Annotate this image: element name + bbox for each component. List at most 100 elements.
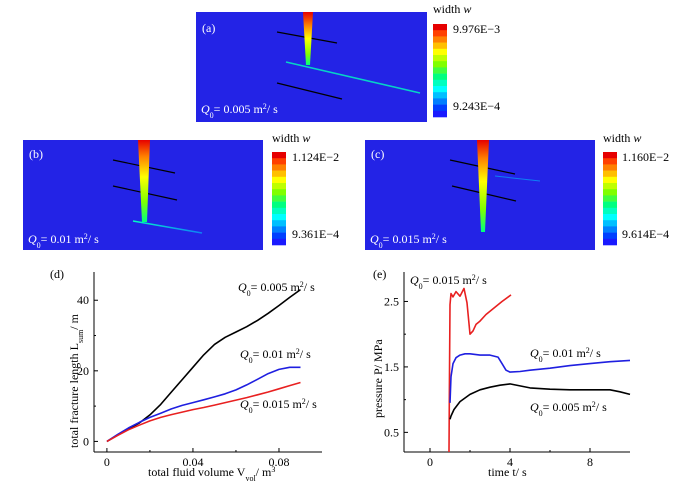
chart-e-y-tick-label: 2.5 bbox=[384, 294, 399, 308]
panel-b-colorbar-min: 9.361E−4 bbox=[292, 227, 339, 241]
panel-a-colorbar-swatch bbox=[433, 86, 447, 93]
panel-b-colorbar-swatch bbox=[272, 152, 286, 159]
panel-a-colorbar-title: width w bbox=[433, 2, 471, 16]
panel-c-colorbar-swatch bbox=[603, 164, 617, 171]
panel-c-colorbar-swatch bbox=[603, 183, 617, 190]
panel-a-colorbar-swatch bbox=[433, 36, 447, 43]
panel-b-colorbar-swatch bbox=[272, 220, 286, 227]
panel-c-colorbar-swatch bbox=[603, 220, 617, 227]
panel-c-colorbar-max: 1.160E−2 bbox=[622, 150, 669, 164]
panel-c-colorbar-swatch bbox=[603, 238, 617, 246]
panel-c-hydraulic-fracture bbox=[477, 140, 489, 232]
chart-d-y-tick-label: 40 bbox=[77, 293, 89, 307]
panel-b-colorbar-max: 1.124E−2 bbox=[292, 150, 339, 164]
panel-a: (a) Q0= 0.005 m2/ s width w 9.976E−3 9.2… bbox=[196, 2, 500, 122]
panel-a-colorbar-swatch bbox=[433, 110, 447, 118]
chart-d-series-label-2: Q0= 0.015 m2/ s bbox=[240, 397, 317, 415]
panel-c-colorbar-title: width w bbox=[603, 131, 641, 145]
chart-e-x-tick-label: 8 bbox=[587, 455, 593, 469]
panel-c-colorbar-min: 9.614E−4 bbox=[622, 227, 669, 241]
panel-c: (c) Q0= 0.015 m2/ s width w 1.160E−2 9.6… bbox=[365, 131, 669, 250]
chart-d: (d) 0 0.04 0.08 0 20 40 total fluid volume Vv… bbox=[50, 267, 322, 483]
panel-b-colorbar-swatch bbox=[272, 170, 286, 178]
chart-e-axes: 0 4 8 0.5 1.5 2.5 bbox=[384, 272, 630, 469]
chart-d-x-tick-label: 0.04 bbox=[182, 455, 203, 469]
panel-b-colorbar-title: width w bbox=[272, 131, 310, 145]
panel-b-hydraulic-fracture bbox=[138, 140, 150, 222]
panel-a-colorbar-swatch bbox=[433, 42, 447, 50]
panel-a-natural-fracture-2 bbox=[285, 61, 421, 94]
chart-d-y-tick-label: 20 bbox=[77, 364, 89, 378]
panel-a-colorbar-swatch bbox=[433, 61, 447, 68]
panel-b-colorbar-swatch bbox=[272, 189, 286, 196]
panel-a-colorbar-swatch bbox=[433, 98, 447, 105]
chart-e-xlabel: time t/ s bbox=[488, 465, 527, 479]
chart-d-x-tick-label: 0.08 bbox=[268, 455, 289, 469]
panel-a-colorbar-min: 9.243E−4 bbox=[453, 99, 500, 113]
chart-e-y-tick-label: 1.5 bbox=[384, 360, 399, 374]
panel-c-label: (c) bbox=[371, 147, 384, 161]
panel-b-colorbar-swatch bbox=[272, 195, 286, 202]
chart-e-series-label-2: Q0= 0.005 m2/ s bbox=[530, 400, 607, 418]
chart-d-series-label-1: Q0= 0.01 m2/ s bbox=[240, 347, 311, 365]
chart-e-y-tick-label: 0.5 bbox=[384, 425, 399, 439]
panel-c-colorbar-swatch bbox=[603, 158, 617, 165]
chart-e-series bbox=[448, 287, 631, 453]
panel-a-label: (a) bbox=[202, 21, 215, 35]
panel-c-colorbar-swatch bbox=[603, 207, 617, 215]
panel-b-colorbar-swatch bbox=[272, 207, 286, 215]
chart-e-series-label-1: Q0= 0.01 m2/ s bbox=[530, 346, 601, 364]
chart-d-axes: 0 0.04 0.08 0 20 40 bbox=[77, 272, 322, 469]
chart-d-y-tick-label: 0 bbox=[83, 434, 89, 448]
panel-a-colorbar-swatch bbox=[433, 55, 447, 62]
panel-c-colorbar bbox=[603, 152, 617, 246]
panel-b-colorbar-swatch bbox=[272, 226, 286, 233]
chart-d-xlabel: total fluid volume Vvol/ m3 bbox=[148, 465, 275, 483]
chart-e-series-line-1 bbox=[449, 353, 631, 403]
panel-b-colorbar-swatch bbox=[272, 183, 286, 190]
panel-c-colorbar-swatch bbox=[603, 176, 617, 184]
chart-e-x-tick-label: 4 bbox=[507, 455, 513, 469]
panel-b-colorbar-swatch bbox=[272, 238, 286, 246]
panel-b-colorbar-swatch bbox=[272, 176, 286, 184]
panel-c-colorbar-swatch bbox=[603, 189, 617, 196]
panel-c-flow-rate: Q0= 0.015 m2/ s bbox=[370, 232, 447, 250]
chart-d-series-line-1 bbox=[106, 366, 301, 443]
panel-a-colorbar-swatch bbox=[433, 104, 447, 112]
panel-a-colorbar-max: 9.976E−3 bbox=[453, 22, 500, 36]
chart-e-panel-label: (e) bbox=[373, 267, 386, 281]
panel-a-colorbar-swatch bbox=[433, 48, 447, 56]
panel-c-colorbar-swatch bbox=[603, 201, 617, 209]
chart-d-series bbox=[106, 288, 301, 443]
panel-c-colorbar-swatch bbox=[603, 170, 617, 178]
panel-a-natural-fracture-3 bbox=[276, 82, 343, 100]
chart-d-panel-label: (d) bbox=[50, 267, 64, 281]
panel-c-colorbar-swatch bbox=[603, 232, 617, 240]
chart-d-ylabel: total fracture length Lsum/ m bbox=[67, 313, 85, 448]
panel-c-colorbar-swatch bbox=[603, 195, 617, 202]
panel-a-colorbar-swatch bbox=[433, 92, 447, 99]
panel-a-colorbar-swatch bbox=[433, 79, 447, 87]
panel-b-colorbar-swatch bbox=[272, 164, 286, 171]
panel-b-flow-rate: Q0= 0.01 m2/ s bbox=[28, 232, 99, 250]
panel-b-label: (b) bbox=[29, 147, 43, 161]
panel-c-colorbar-swatch bbox=[603, 226, 617, 233]
panel-a-colorbar-swatch bbox=[433, 67, 447, 74]
panel-c-colorbar-swatch bbox=[603, 152, 617, 159]
chart-d-series-label-0: Q0= 0.005 m2/ s bbox=[238, 280, 315, 298]
chart-e: (e) 0 4 8 0.5 1.5 2.5 time t/ s pressure P/ M… bbox=[371, 267, 631, 479]
chart-e-ylabel: pressure P/ MPa bbox=[371, 339, 385, 418]
chart-e-x-tick-label: 0 bbox=[427, 455, 433, 469]
panel-b-colorbar-swatch bbox=[272, 214, 286, 221]
panel-c-colorbar-swatch bbox=[603, 214, 617, 221]
chart-d-x-tick-label: 0 bbox=[104, 455, 110, 469]
panel-b-colorbar-swatch bbox=[272, 232, 286, 240]
chart-d-series-line-0 bbox=[106, 288, 301, 443]
panel-b-natural-fracture-3 bbox=[132, 220, 203, 234]
chart-e-series-line-0 bbox=[448, 287, 512, 453]
chart-e-series-line-2 bbox=[449, 383, 631, 420]
panel-b: (b) Q0= 0.01 m2/ s width w 1.124E−2 9.36… bbox=[23, 131, 339, 250]
chart-e-series-label-0: Q0= 0.015 m2/ s bbox=[410, 273, 487, 291]
panel-a-colorbar-swatch bbox=[433, 73, 447, 81]
panel-b-colorbar bbox=[272, 152, 286, 246]
